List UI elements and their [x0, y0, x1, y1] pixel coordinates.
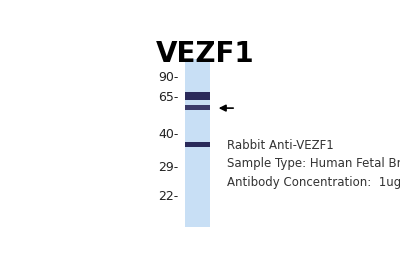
- Text: Antibody Concentration:  1ug/mL: Antibody Concentration: 1ug/mL: [227, 176, 400, 189]
- Bar: [185, 92, 210, 100]
- Text: 90-: 90-: [158, 71, 179, 84]
- Text: 29-: 29-: [158, 161, 179, 174]
- Text: 65-: 65-: [158, 91, 179, 104]
- Bar: [185, 59, 210, 227]
- Text: 22-: 22-: [158, 190, 179, 203]
- Text: Sample Type: Human Fetal Brain: Sample Type: Human Fetal Brain: [227, 157, 400, 170]
- Text: Rabbit Anti-VEZF1: Rabbit Anti-VEZF1: [227, 139, 334, 152]
- Bar: [185, 105, 210, 110]
- Bar: [185, 142, 210, 147]
- Text: 40-: 40-: [158, 128, 179, 141]
- Text: VEZF1: VEZF1: [156, 40, 254, 68]
